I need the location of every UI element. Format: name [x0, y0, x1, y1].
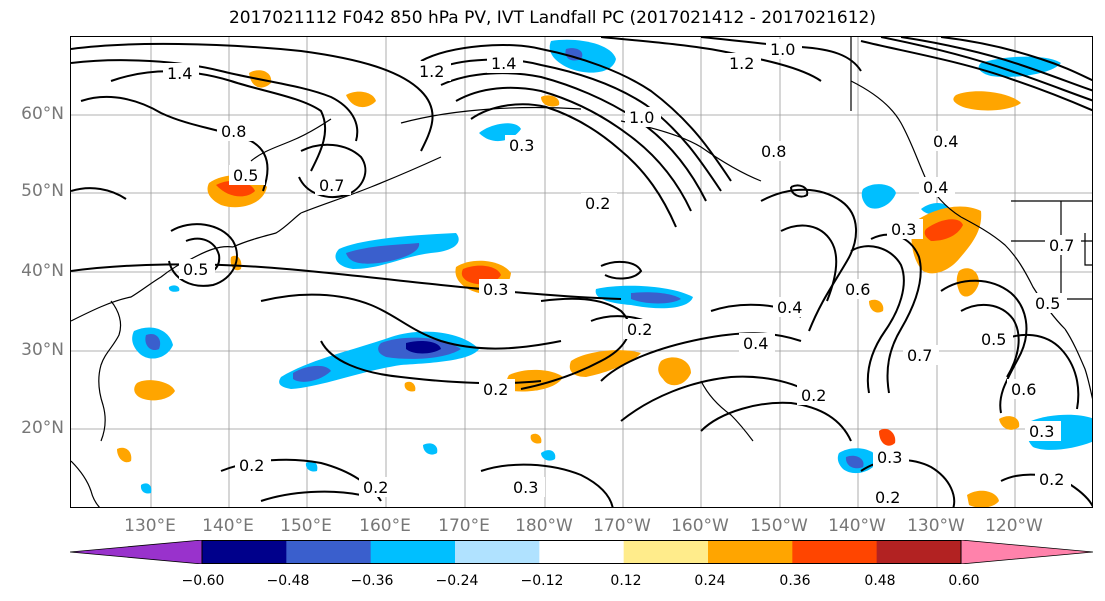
lat-label-50n: 50°N — [21, 181, 64, 201]
colorbar-tick-label: 0.36 — [779, 573, 811, 589]
contour-label: 0.3 — [877, 448, 902, 467]
contour-label: 0.2 — [875, 488, 900, 507]
lon-label-160e: 160°E — [359, 516, 411, 536]
contour-label: 0.3 — [509, 136, 534, 155]
contour-label: 0.8 — [761, 142, 786, 161]
colorbar-cell — [876, 540, 962, 564]
contour-label: 0.2 — [627, 320, 652, 339]
lon-label-170w: 170°W — [593, 516, 651, 536]
contour-labels: 1.4 1.2 1.0 1.4 1.2 0.8 1.0 0.3 0.8 0.5 … — [163, 39, 1081, 507]
contour-label: 0.2 — [585, 194, 610, 213]
lon-label-120w: 120°W — [985, 516, 1043, 536]
colorbar-extend-high — [960, 540, 1093, 564]
contour-label: 0.3 — [891, 220, 916, 239]
contour-label: 0.5 — [981, 330, 1006, 349]
graticule — [71, 37, 1092, 507]
coastlines — [71, 37, 1092, 507]
contour-label: 0.2 — [363, 478, 388, 497]
colorbar-extend-low — [70, 540, 203, 564]
colorbar-tick-label: 0.48 — [864, 573, 896, 589]
pv-contours — [71, 37, 1092, 507]
contour-label: 0.4 — [777, 298, 802, 317]
lon-label-130e: 130°E — [124, 516, 176, 536]
contour-label: 0.4 — [923, 178, 948, 197]
contour-label: 1.0 — [770, 40, 795, 59]
colorbar-tick-label: −0.60 — [181, 573, 225, 589]
colorbar-cell — [708, 540, 793, 564]
lon-label-130w: 130°W — [907, 516, 965, 536]
contour-label: 0.4 — [933, 132, 958, 151]
lon-label-140w: 140°W — [828, 516, 886, 536]
colorbar-cell — [202, 540, 287, 564]
lat-label-40n: 40°N — [21, 261, 64, 281]
contour-label: 0.4 — [743, 334, 768, 353]
contour-label: 0.7 — [319, 176, 344, 195]
colorbar-tick-label: 0.12 — [610, 573, 642, 589]
colorbar-tick-label: −0.48 — [266, 573, 310, 589]
colorbar-cell — [286, 540, 372, 564]
contour-label: 0.2 — [801, 386, 826, 405]
map-panel: 1.4 1.2 1.0 1.4 1.2 0.8 1.0 0.3 0.8 0.5 … — [70, 36, 1093, 508]
contour-label: 0.6 — [1011, 380, 1036, 399]
contour-label: 1.4 — [491, 54, 516, 73]
contour-label: 1.2 — [729, 54, 754, 73]
lat-label-30n: 30°N — [21, 340, 64, 360]
colorbar-cell — [539, 540, 625, 564]
contour-label: 0.2 — [483, 380, 508, 399]
colorbar — [70, 540, 1093, 564]
lon-label-150w: 150°W — [750, 516, 808, 536]
contour-label: 0.5 — [183, 260, 208, 279]
colorbar-cell — [370, 540, 456, 564]
contour-label: 0.7 — [1049, 236, 1074, 255]
contour-label: 1.2 — [419, 62, 444, 81]
lon-label-180w: 180°W — [515, 516, 573, 536]
lat-label-60n: 60°N — [21, 104, 64, 124]
contour-label: 0.3 — [513, 478, 538, 497]
colorbar-cell — [623, 540, 709, 564]
colorbar-tick-label: −0.12 — [520, 573, 564, 589]
lon-label-140e: 140°E — [202, 516, 254, 536]
contour-label: 0.2 — [1039, 470, 1064, 489]
lat-label-20n: 20°N — [21, 418, 64, 438]
contour-label: 0.6 — [845, 280, 870, 299]
colorbar-cell — [792, 540, 878, 564]
lon-label-150e: 150°E — [280, 516, 332, 536]
lon-label-160w: 160°W — [671, 516, 729, 536]
contour-label: 0.7 — [907, 346, 932, 365]
colorbar-tick-label: −0.36 — [350, 573, 394, 589]
lon-label-170e: 170°E — [438, 516, 490, 536]
contour-label: 0.2 — [239, 456, 264, 475]
contour-label: 0.5 — [233, 166, 258, 185]
colorbar-tick-label: 0.60 — [948, 573, 980, 589]
contour-label: 0.3 — [483, 280, 508, 299]
colorbar-cell — [455, 540, 540, 564]
contour-label: 1.4 — [167, 64, 192, 83]
pv-map: 1.4 1.2 1.0 1.4 1.2 0.8 1.0 0.3 0.8 0.5 … — [71, 37, 1092, 507]
colorbar-tick-label: −0.24 — [435, 573, 479, 589]
colorbar-tick-label: 0.24 — [694, 573, 726, 589]
contour-label: 1.0 — [629, 108, 654, 127]
contour-label: 0.8 — [221, 122, 246, 141]
contour-label: 0.3 — [1029, 422, 1054, 441]
contour-label: 0.5 — [1035, 294, 1060, 313]
map-title: 2017021112 F042 850 hPa PV, IVT Landfall… — [228, 8, 876, 28]
